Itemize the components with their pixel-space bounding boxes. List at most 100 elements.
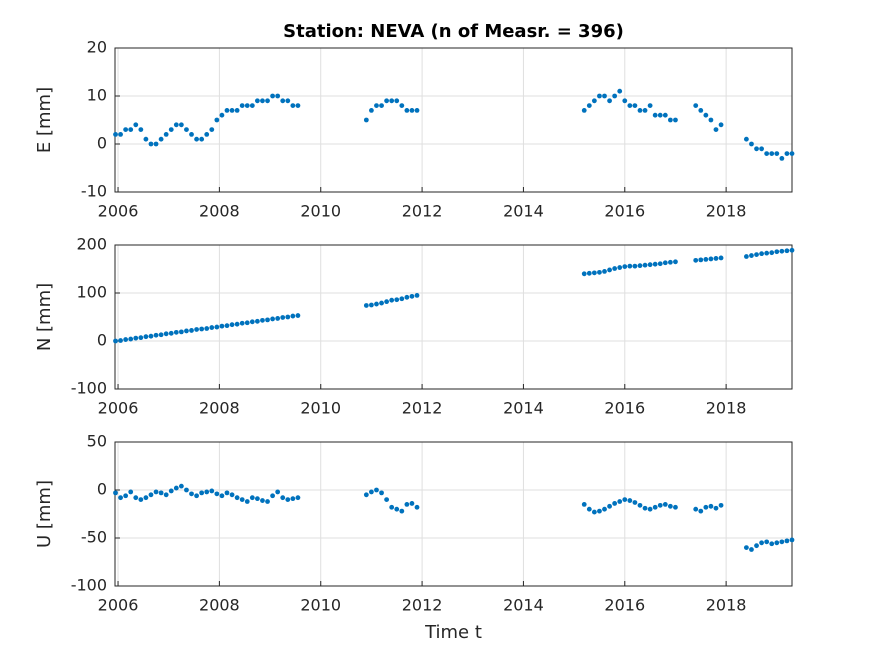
x-tick-label: 2018 (706, 596, 747, 615)
data-point (163, 132, 169, 137)
data-point (779, 539, 785, 545)
data-point (219, 323, 225, 329)
data-point (128, 489, 134, 495)
data-point (703, 257, 709, 262)
x-tick-label: 2016 (604, 399, 645, 418)
data-point (133, 495, 139, 501)
data-point (254, 496, 260, 502)
data-point (591, 98, 597, 104)
data-point (703, 504, 709, 510)
x-tick-label: 2006 (98, 596, 139, 615)
data-point (133, 122, 139, 128)
data-point (123, 337, 129, 342)
data-point (204, 326, 210, 331)
data-point (779, 156, 785, 161)
data-point (399, 508, 405, 514)
data-point (597, 269, 602, 275)
data-point (244, 103, 250, 108)
data-point (184, 487, 189, 493)
data-point (789, 151, 795, 157)
data-point (673, 504, 678, 510)
data-point (769, 151, 775, 157)
data-point (158, 490, 164, 496)
data-point (586, 506, 592, 512)
data-point (234, 495, 240, 501)
y-tick-label: 100 (76, 283, 107, 302)
data-point (280, 495, 286, 501)
y-tick-label: -100 (71, 379, 107, 398)
data-point (163, 331, 169, 337)
data-point (384, 497, 390, 502)
data-point (254, 318, 260, 324)
data-point (708, 256, 714, 262)
data-point (789, 247, 795, 253)
data-point (219, 493, 225, 499)
data-point (143, 495, 149, 501)
data-point (209, 488, 215, 494)
data-point (219, 112, 225, 118)
data-point (173, 122, 179, 128)
data-point (789, 537, 795, 543)
data-point (708, 117, 714, 123)
data-point (759, 540, 764, 546)
x-tick-label: 2010 (300, 202, 341, 221)
data-point (363, 492, 369, 498)
data-point (404, 294, 410, 300)
data-point (194, 136, 199, 142)
data-point (389, 504, 395, 510)
data-point (642, 262, 648, 268)
data-point (612, 93, 618, 99)
data-point (163, 492, 169, 498)
data-point (693, 506, 699, 512)
data-point (394, 297, 400, 303)
data-point (602, 506, 607, 512)
data-point (642, 108, 648, 113)
data-point (234, 321, 240, 327)
data-point (622, 264, 628, 269)
x-tick-label: 2018 (706, 399, 747, 418)
data-point (384, 98, 390, 104)
data-point (369, 108, 374, 113)
data-point (622, 497, 628, 502)
x-tick-label: 2014 (503, 399, 544, 418)
x-axis-label: Time t (424, 622, 482, 643)
y-tick-label: 50 (87, 432, 107, 451)
data-point (113, 338, 118, 344)
data-point (784, 151, 790, 157)
data-point (214, 324, 220, 330)
data-point (662, 260, 668, 266)
data-point (627, 263, 633, 269)
data-point (379, 103, 384, 108)
data-point (642, 505, 648, 511)
y-tick-label: 0 (97, 134, 107, 153)
data-point (184, 328, 189, 334)
data-point (285, 497, 291, 502)
data-point (113, 132, 118, 137)
data-point (652, 504, 658, 510)
data-point (743, 136, 749, 142)
data-point (123, 493, 129, 499)
data-point (265, 98, 270, 104)
data-point (607, 503, 612, 509)
data-point (379, 490, 384, 496)
data-point (657, 502, 663, 508)
data-point (224, 108, 230, 113)
data-point (769, 541, 775, 547)
data-point (399, 103, 405, 108)
data-point (128, 127, 134, 132)
data-point (764, 151, 770, 157)
data-point (133, 335, 139, 341)
data-point (138, 497, 144, 502)
data-point (591, 270, 597, 276)
y-axis-label: U [mm] (34, 480, 55, 548)
data-point (399, 296, 405, 302)
data-point (194, 327, 199, 332)
chart-title: Station: NEVA (n of Measr. = 396) (283, 21, 624, 42)
plot-frame (114, 244, 793, 390)
data-point (363, 117, 369, 123)
data-point (607, 267, 612, 273)
data-point (249, 319, 255, 325)
data-point (414, 293, 420, 298)
x-tick-label: 2014 (503, 202, 544, 221)
